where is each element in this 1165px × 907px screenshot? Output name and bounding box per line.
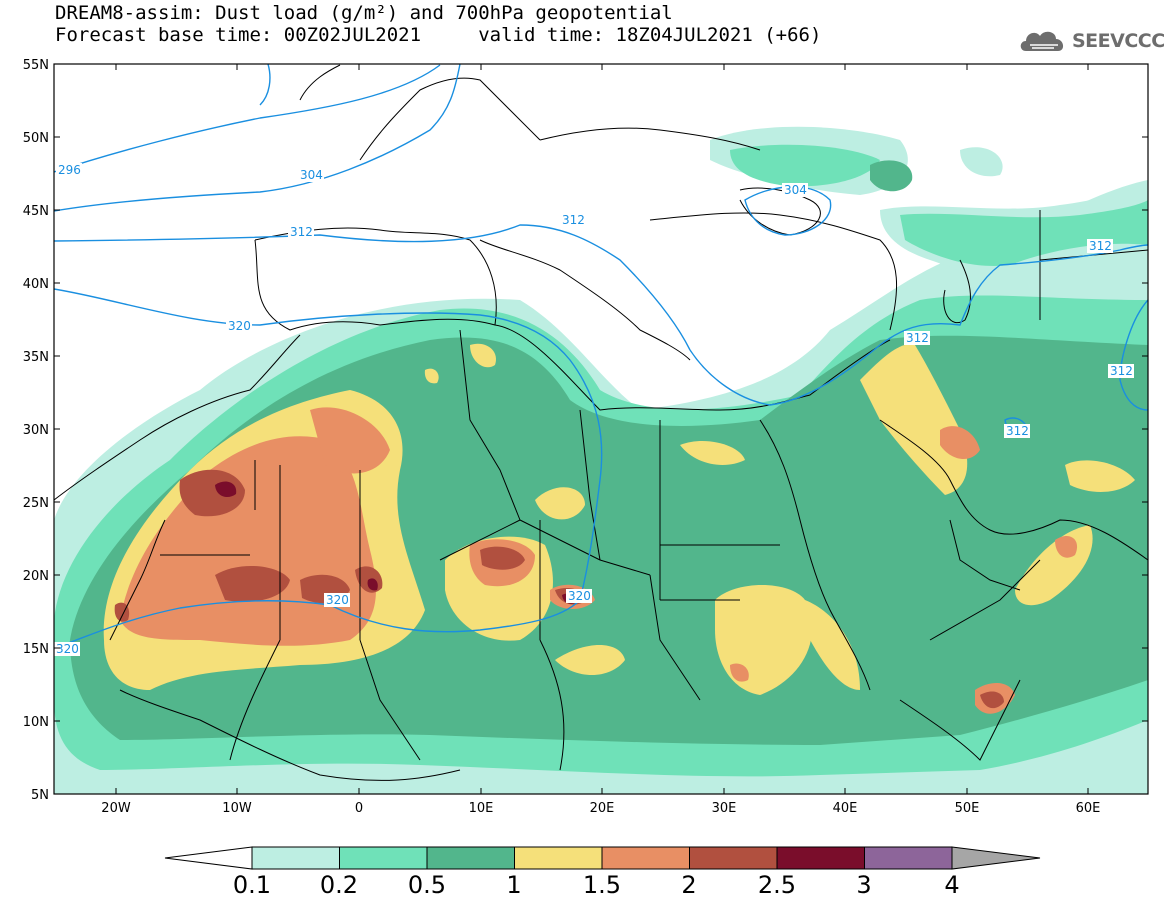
lon-label: 10E [469,801,494,816]
colorbar-label: 3 [856,871,871,899]
map-title: DREAM8-assim: Dust load (g/m²) and 700hP… [55,2,673,24]
colorbar-swatch [689,846,778,870]
isoline-label: 320 [228,319,251,333]
colorbar-label: 1.5 [583,871,621,899]
colorbar-label: 4 [944,871,959,899]
logo-text: SEEVCCC [1072,30,1165,52]
colorbar: 0.1 0.2 0.5 1 1.5 2 2.5 3 4 [164,846,1041,899]
lon-label: 50E [955,801,980,816]
isoline-label: 312 [290,225,313,239]
colorbar-swatch [514,846,603,870]
colorbar-label: 0.5 [408,871,446,899]
isoline-label: 312 [1110,364,1133,378]
colorbar-label: 0.2 [320,871,358,899]
isoline-label: 304 [300,168,323,182]
lat-label: 50N [23,131,49,146]
colorbar-swatch [426,846,515,870]
lat-label: 25N [23,496,49,511]
lon-label: 0 [355,801,363,816]
map-content: 296 304 312 312 320 320 320 320 304 312 … [54,64,1148,794]
forecast-time-line: Forecast base time: 00Z02JUL2021 valid t… [55,24,822,46]
lon-label: 20E [590,801,615,816]
latitude-axis: 55N 50N 45N 40N 35N 30N 25N 20N 15N 10N … [23,58,1148,803]
isoline-label: 296 [58,163,81,177]
lat-label: 5N [31,788,49,803]
lon-label: 60E [1076,801,1101,816]
lat-label: 55N [23,58,49,73]
lat-label: 10N [23,715,49,730]
isoline-labels: 296 304 312 312 320 320 320 320 304 312 … [54,163,1134,656]
colorbar-swatch [776,846,865,870]
lon-label: 30E [712,801,737,816]
isoline-label: 312 [906,331,929,345]
lat-label: 20N [23,569,49,584]
cloud-logo-icon [1020,31,1064,51]
lat-label: 15N [23,642,49,657]
lon-label: 20W [101,801,131,816]
isoline-label: 320 [56,642,79,656]
colorbar-label: 0.1 [233,871,271,899]
lat-label: 40N [23,277,49,292]
lat-label: 35N [23,350,49,365]
seevccc-logo: SEEVCCC [1018,26,1165,56]
lat-label: 30N [23,423,49,438]
colorbar-under-arrow [164,846,253,870]
colorbar-swatch [601,846,690,870]
lon-label: 10W [222,801,252,816]
longitude-axis: 20W 10W 0 10E 20E 30E 40E 50E 60E [101,64,1100,816]
isoline-label: 312 [562,213,585,227]
colorbar-label: 2.5 [758,871,796,899]
colorbar-swatch [339,846,428,870]
colorbar-swatch [864,846,953,870]
isoline-label: 320 [326,593,349,607]
colorbar-swatch [251,846,340,870]
isoline-label: 312 [1089,239,1112,253]
isoline-label: 304 [784,183,807,197]
isoline-label: 312 [1006,424,1029,438]
colorbar-over-arrow [951,846,1041,870]
colorbar-label: 2 [681,871,696,899]
lon-label: 40E [833,801,858,816]
colorbar-label: 1 [506,871,521,899]
isoline-label: 320 [568,589,591,603]
lat-label: 45N [23,204,49,219]
